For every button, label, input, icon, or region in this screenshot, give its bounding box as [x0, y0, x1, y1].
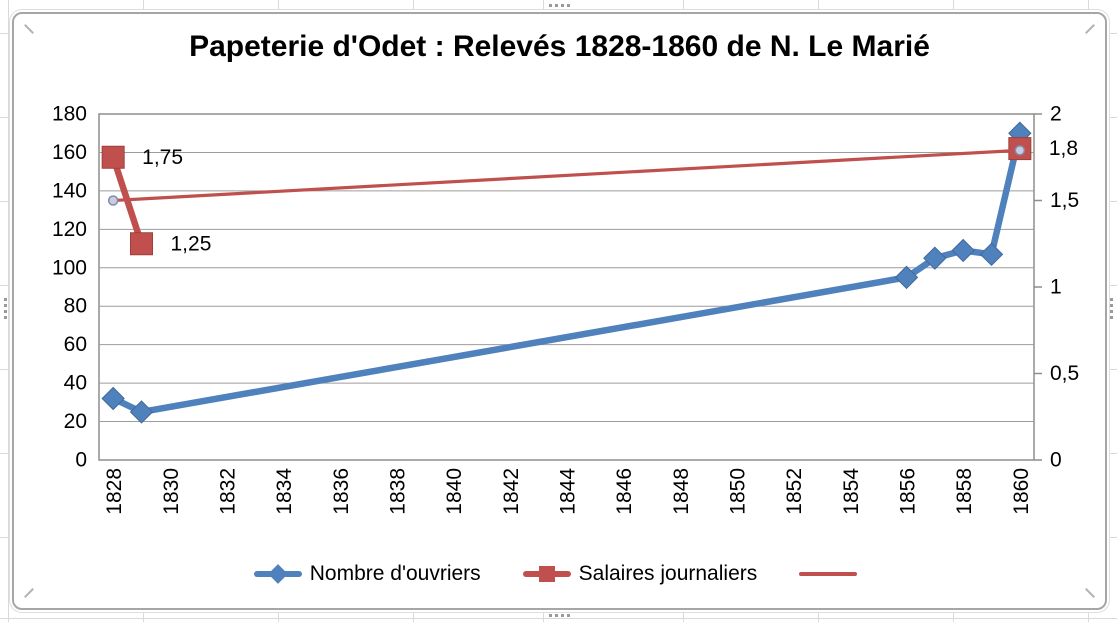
left-axis-label: 120	[52, 218, 87, 241]
data-point-diamond[interactable]	[979, 242, 1004, 267]
chart-resize-handle-bottom[interactable]	[549, 614, 570, 617]
chart-title[interactable]: Papeterie d'Odet : Relevés 1828-1860 de …	[189, 30, 930, 63]
x-axis-label: 1856	[897, 468, 920, 515]
trendline-point-marker[interactable]	[107, 195, 119, 206]
left-axis-label: 160	[52, 141, 87, 164]
data-point-diamond[interactable]	[894, 265, 919, 290]
x-axis-label: 1834	[273, 468, 296, 515]
left-axis-label: 80	[64, 295, 87, 318]
x-axis-label: 1858	[953, 468, 976, 515]
legend-item-salaires[interactable]: Salaires journaliers	[522, 562, 758, 586]
x-axis-label: 1840	[443, 468, 466, 515]
legend-marker-blue-diamond-icon	[253, 564, 302, 584]
x-axis-label: 1830	[160, 468, 183, 515]
right-axis-label: 0	[1050, 449, 1062, 472]
data-point-square[interactable]	[130, 232, 153, 256]
legend-item-ouvriers[interactable]: Nombre d'ouvriers	[253, 562, 481, 586]
chart-resize-handle-right[interactable]	[1110, 298, 1113, 319]
right-axis-label: 0,5	[1050, 362, 1079, 385]
left-axis-label: 0	[75, 449, 87, 472]
right-axis-label: 2	[1050, 103, 1062, 126]
x-axis-label: 1852	[783, 468, 806, 515]
right-axis-label: 1,5	[1050, 189, 1079, 212]
chart-resize-handle-left[interactable]	[4, 298, 7, 319]
x-axis-label: 1854	[840, 468, 863, 515]
trendline[interactable]	[113, 148, 1020, 203]
data-label[interactable]: 1,75	[142, 146, 183, 169]
legend-marker-trendline-icon	[799, 565, 858, 583]
chart-resize-handle-top[interactable]	[549, 4, 570, 7]
data-point-diamond[interactable]	[101, 386, 125, 411]
x-axis-label: 1836	[330, 468, 353, 515]
spreadsheet-gridline	[8, 0, 9, 622]
legend-item-trendline[interactable]	[799, 565, 865, 583]
data-point-square[interactable]	[101, 145, 125, 169]
chart-area[interactable]: Papeterie d'Odet : Relevés 1828-1860 de …	[12, 12, 1107, 610]
x-axis-label: 1848	[670, 468, 693, 515]
data-point-diamond[interactable]	[923, 246, 947, 270]
chart-legend[interactable]: Nombre d'ouvriers Salaires journaliers	[14, 558, 1105, 590]
left-axis-label: 180	[52, 103, 87, 126]
right-axis-label: 1	[1050, 276, 1062, 299]
x-axis-label: 1860	[1010, 468, 1033, 515]
x-axis-label: 1850	[727, 468, 750, 515]
x-axis-label: 1844	[557, 468, 580, 515]
left-axis-label: 40	[64, 372, 87, 395]
data-point-diamond[interactable]	[951, 238, 975, 263]
x-axis-label: 1842	[500, 468, 523, 515]
legend-marker-red-square-icon	[522, 565, 571, 583]
left-axis-label: 20	[64, 410, 87, 433]
x-axis-label: 1828	[103, 468, 126, 515]
left-axis-label: 100	[52, 256, 87, 279]
legend-label: Salaires journaliers	[578, 562, 758, 585]
left-axis-label: 140	[52, 179, 87, 202]
legend-label: Nombre d'ouvriers	[309, 562, 481, 585]
data-point-diamond[interactable]	[129, 400, 154, 424]
plot-area[interactable]	[98, 113, 1035, 461]
data-label[interactable]: 1,8	[1049, 137, 1078, 160]
spreadsheet-gridline	[0, 618, 1117, 619]
x-axis-label: 1838	[387, 468, 410, 515]
trendline-point-marker[interactable]	[1014, 145, 1026, 156]
x-axis-label: 1846	[613, 468, 636, 515]
x-axis-label: 1832	[217, 468, 240, 515]
left-axis-label: 60	[64, 333, 87, 356]
data-label[interactable]: 1,25	[171, 232, 212, 255]
